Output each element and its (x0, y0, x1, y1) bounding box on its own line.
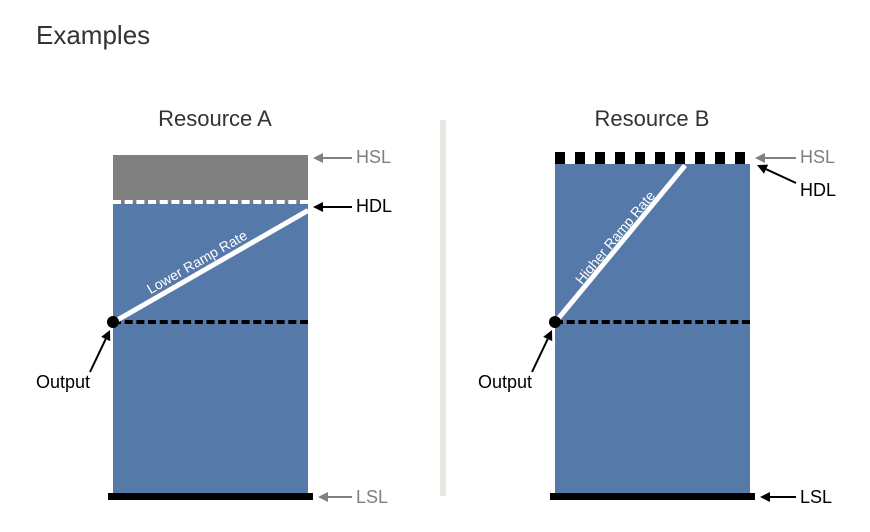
resource-b-hdl-line (555, 152, 750, 164)
resource-b-lsl-arrow (748, 485, 808, 509)
resource-a-hdl-label: HDL (356, 196, 392, 217)
resource-a-output-label: Output (36, 372, 90, 393)
resource-a-hdl-line (113, 200, 308, 204)
resource-b-lsl-label: LSL (800, 487, 832, 508)
resource-a-hsl-label: HSL (356, 147, 391, 168)
resource-b-output-line (555, 320, 750, 324)
resource-a-title: Resource A (145, 106, 285, 132)
resource-a-hdl-arrow (301, 195, 364, 219)
resource-b-hdl-arrow (745, 153, 808, 195)
resource-a-lsl-label: LSL (356, 487, 388, 508)
resource-b-output-label: Output (478, 372, 532, 393)
resource-a-output-line (113, 320, 308, 324)
resource-a-bar (113, 155, 308, 498)
resource-a-lsl-line (108, 493, 313, 500)
resource-b-lsl-line (550, 493, 755, 500)
page-title: Examples (36, 20, 150, 51)
panel-divider (440, 120, 446, 496)
resource-a-gray-cap (113, 155, 308, 203)
resource-b-title: Resource B (582, 106, 722, 132)
resource-a-hsl-arrow (301, 146, 364, 170)
resource-b-hdl-label: HDL (800, 180, 836, 201)
